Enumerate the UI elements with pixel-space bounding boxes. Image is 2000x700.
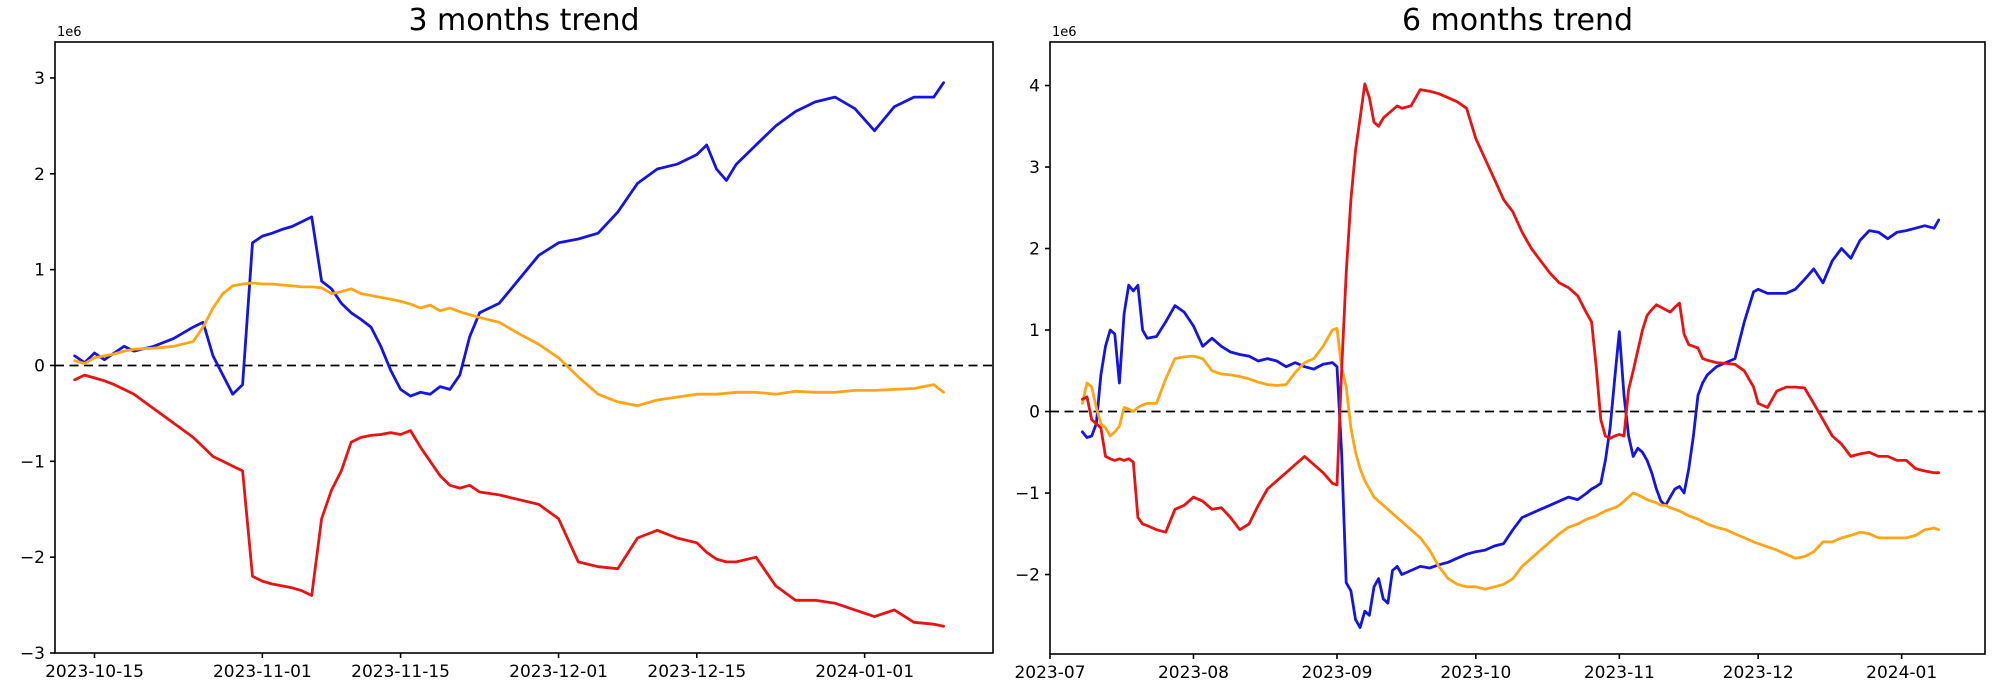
chart-title: 6 months trend xyxy=(1402,3,1633,38)
y-tick-label: −3 xyxy=(20,644,45,664)
x-tick-label: 2023-07 xyxy=(1014,663,1085,683)
x-tick-label: 2024-01 xyxy=(1866,663,1937,683)
x-tick-label: 2023-12-15 xyxy=(647,662,746,682)
x-tick-label: 2023-11-01 xyxy=(213,662,312,682)
x-tick-label: 2023-11 xyxy=(1584,663,1655,683)
series-line-blue xyxy=(73,81,945,398)
x-tick-label: 2023-09 xyxy=(1301,663,1372,683)
y-tick-label: 0 xyxy=(34,356,45,376)
x-tick-label: 2023-08 xyxy=(1158,663,1229,683)
series-line-blue xyxy=(1081,218,1941,629)
y-tick-label: 1 xyxy=(34,261,45,281)
y-tick-label: −2 xyxy=(20,548,45,568)
y-axis-offset-label: 1e6 xyxy=(57,25,82,40)
x-tick-label: 2023-10-15 xyxy=(45,662,144,682)
plot-area xyxy=(1049,41,1986,655)
y-tick-label: 3 xyxy=(1029,158,1040,178)
series-line-red xyxy=(1081,82,1941,534)
y-axis-offset-label: 1e6 xyxy=(1052,25,1077,40)
y-tick-label: 2 xyxy=(1029,240,1040,260)
y-tick-label: 3 xyxy=(34,69,45,89)
y-tick-label: 4 xyxy=(1029,77,1040,97)
chart-title: 3 months trend xyxy=(408,3,639,38)
series-line-orange xyxy=(1081,326,1941,591)
x-tick-label: 2023-11-15 xyxy=(351,662,450,682)
y-tick-label: 2 xyxy=(34,165,45,185)
x-tick-label: 2023-10 xyxy=(1440,663,1511,683)
y-tick-label: 1 xyxy=(1029,321,1040,341)
y-tick-label: −1 xyxy=(1015,484,1040,504)
x-tick-label: 2023-12 xyxy=(1723,663,1794,683)
series-line-red xyxy=(73,373,945,628)
x-tick-label: 2024-01-01 xyxy=(815,662,914,682)
y-tick-label: −1 xyxy=(20,452,45,472)
y-tick-label: 0 xyxy=(1029,403,1040,423)
plot-area xyxy=(54,41,994,654)
series-line-orange xyxy=(73,281,945,408)
x-tick-label: 2023-12-01 xyxy=(509,662,608,682)
y-tick-label: −2 xyxy=(1015,566,1040,586)
